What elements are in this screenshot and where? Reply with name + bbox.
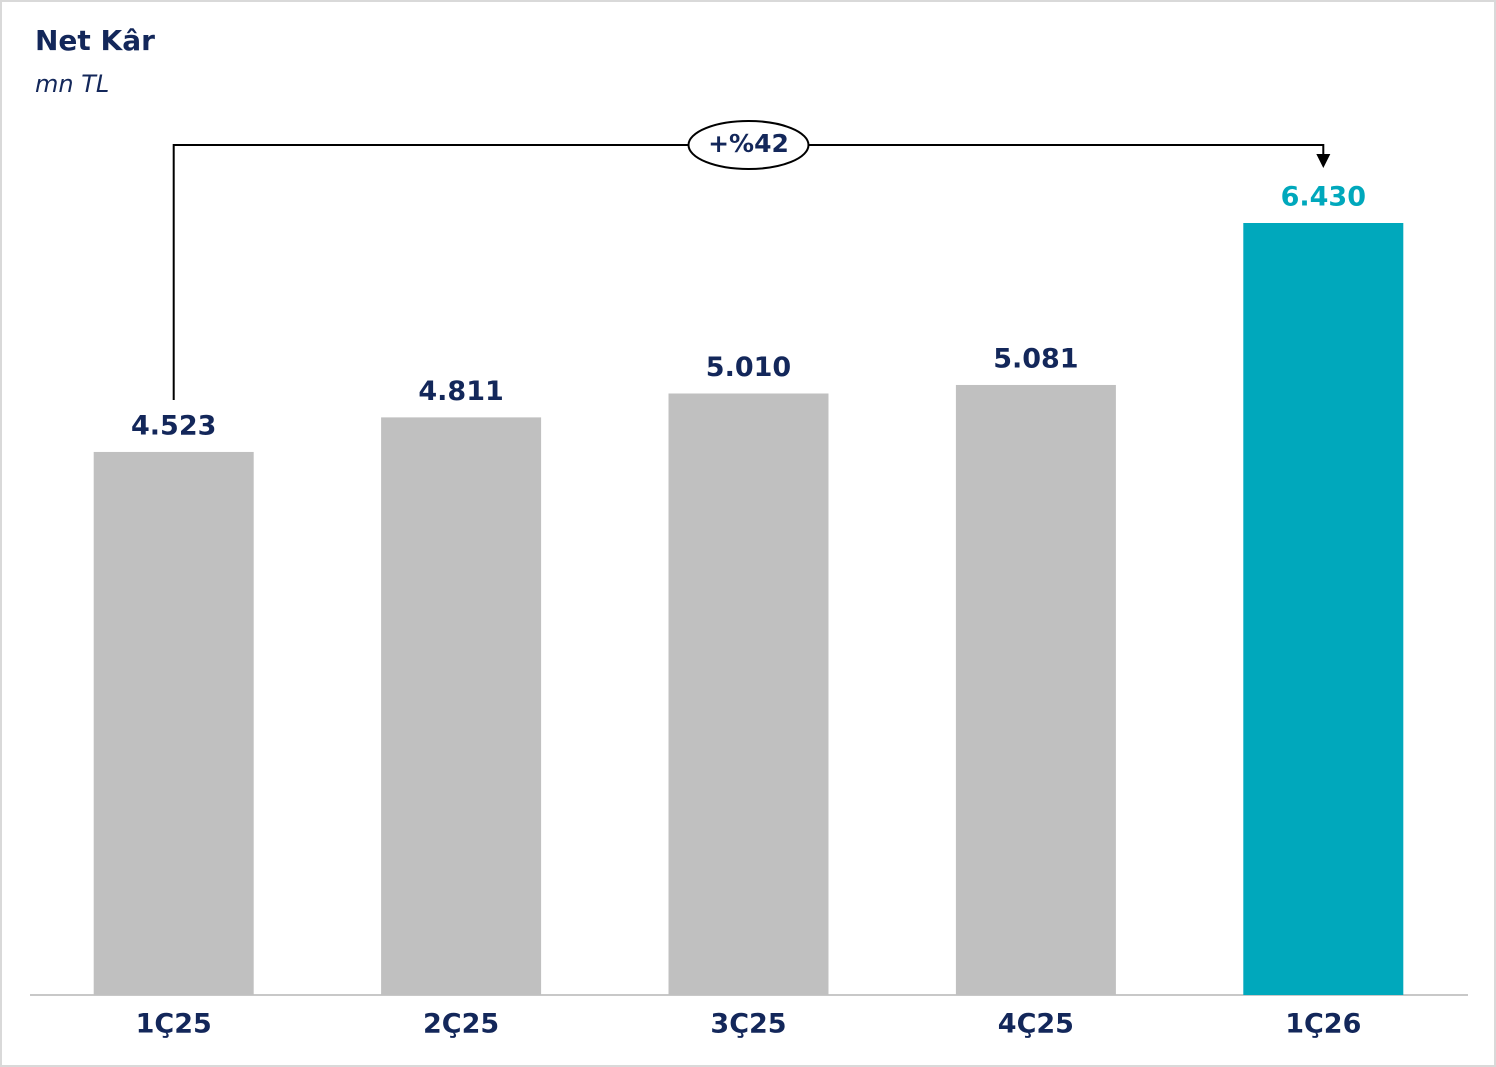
value-label: 5.081 <box>993 343 1078 374</box>
chart-subtitle: mn TL <box>35 70 109 98</box>
x-tick-label: 4Ç25 <box>998 1009 1074 1040</box>
value-label: 5.010 <box>706 352 791 383</box>
value-label: 4.811 <box>418 376 503 407</box>
x-tick-label: 3Ç25 <box>710 1009 786 1040</box>
bar <box>1243 223 1404 995</box>
bar <box>668 393 829 995</box>
x-tick-label: 1Ç25 <box>136 1009 212 1040</box>
x-tick-label: 2Ç25 <box>423 1009 499 1040</box>
annotation-bubble <box>687 120 810 170</box>
annotation: +%42 <box>708 129 789 158</box>
bar <box>93 451 254 995</box>
arrow-head <box>1316 154 1331 168</box>
value-label: 6.430 <box>1281 182 1366 213</box>
bar <box>381 417 542 995</box>
bar <box>955 384 1116 995</box>
x-tick-label: 1Ç26 <box>1285 1009 1361 1040</box>
chart-title: Net Kâr <box>35 24 155 57</box>
value-label: 4.523 <box>131 410 216 441</box>
